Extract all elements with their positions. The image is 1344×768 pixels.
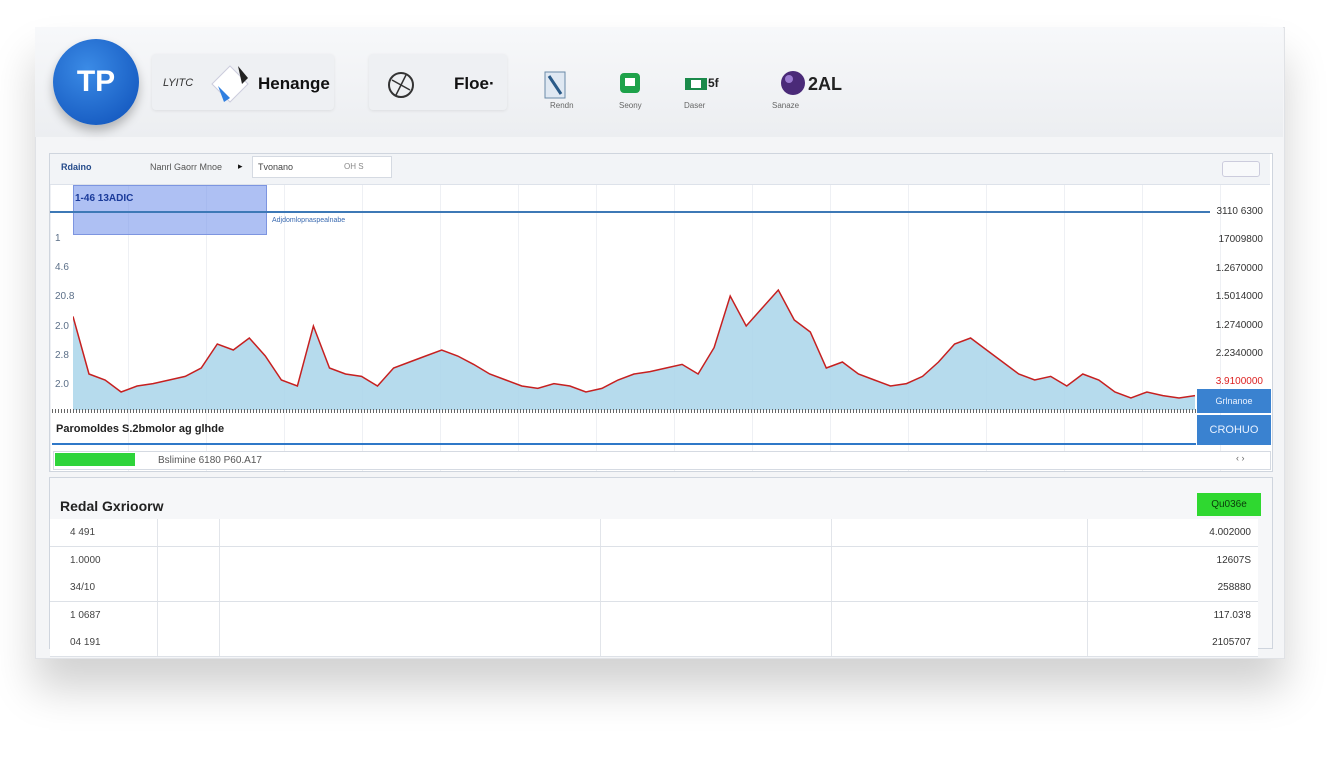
toolbar-button[interactable]: [1222, 161, 1260, 177]
toolbar: [50, 154, 1270, 185]
toolbar-menu[interactable]: Nanrl Gaorr Mnoe: [150, 162, 223, 172]
left-axis-label: 1: [55, 233, 61, 244]
status-text: Bslimine 6180 P60.A17: [158, 455, 262, 466]
table-row: [50, 519, 1258, 547]
left-axis-label: 20.8: [55, 291, 75, 303]
toolbar-name: Rdaino: [61, 162, 92, 172]
cell: 12607S: [1216, 554, 1251, 566]
selection[interactable]: [73, 185, 267, 235]
button[interactable]: Grlnanoe: [1197, 389, 1271, 413]
tool-icon: [685, 78, 707, 90]
field-text: Tvonano: [258, 162, 294, 172]
right-axis-label: 2.2340000: [1215, 348, 1263, 359]
tool-badge: 5f: [708, 76, 719, 90]
cell: 1 0687: [70, 609, 101, 621]
selection-label: 1-46 13ADIC: [75, 193, 134, 204]
tool-label[interactable]: Rendn: [550, 101, 574, 110]
tab[interactable]: [369, 54, 507, 110]
tool-label[interactable]: Daser: [684, 101, 706, 110]
right-axis-label: 3.9100000: [1215, 376, 1263, 388]
left-axis-label: 4.6: [55, 262, 69, 274]
right-axis-label: 1.2740000: [1215, 319, 1263, 331]
left-axis-label: 2.8: [55, 349, 69, 361]
left-axis-label: 2.0: [55, 379, 69, 390]
cell: 04 191: [70, 637, 101, 649]
cell: 4.002000: [1209, 527, 1251, 538]
cell: 117.03'8: [1213, 609, 1251, 621]
toolbar-field[interactable]: [252, 156, 392, 178]
area: [73, 290, 1195, 410]
right-axis-label: 17009800: [1218, 234, 1264, 246]
cell: 1.0000: [70, 554, 101, 566]
left-axis-label: 2.0: [55, 320, 69, 332]
tab-prefix: LYITC: [163, 77, 194, 89]
reference-line: [50, 211, 1210, 213]
tool-label[interactable]: Seony: [619, 101, 642, 110]
tool-icon: [620, 73, 640, 93]
status-bar: [53, 451, 1271, 470]
plot: [73, 288, 1196, 410]
cell: 2105707: [1212, 637, 1251, 649]
tab-label[interactable]: Floe·: [454, 74, 495, 93]
line: [73, 288, 1196, 399]
tool-icon: [544, 71, 566, 99]
cell: 34/10: [70, 582, 96, 594]
tick-strip: [52, 409, 1196, 413]
chart-caption: Paromoldes S.2bmolor ag glhde: [56, 423, 225, 435]
table-title: Redal Gxrioorw: [60, 498, 164, 514]
table-row: [50, 574, 1258, 603]
chart-link[interactable]: Adjdomlopnaspealnabe: [272, 217, 346, 224]
field-hint: OH S: [344, 162, 364, 171]
logo[interactable]: TP: [53, 39, 139, 125]
divider: [52, 443, 1196, 445]
tab-icon: [211, 65, 249, 103]
tool-label[interactable]: Sanaze: [772, 101, 800, 110]
progress: [55, 453, 135, 466]
right-axis-label: 1.2670000: [1215, 262, 1263, 274]
tool-icon: [781, 71, 805, 95]
menu-arrow: ▸: [238, 161, 243, 171]
right-axis-label: 3110 6300: [1216, 206, 1263, 217]
table-row: [50, 629, 1258, 658]
pager[interactable]: ‹ ›: [1236, 453, 1245, 463]
cell: 4 491: [70, 527, 96, 538]
right-axis-label: 1.5014000: [1215, 291, 1263, 303]
table-row: [50, 601, 1258, 630]
tool-badge: 2AL: [808, 74, 843, 94]
table-row: [50, 546, 1258, 575]
cell: 258880: [1217, 582, 1251, 594]
table-button[interactable]: Qu036e: [1197, 493, 1261, 516]
button[interactable]: CROHUO: [1197, 415, 1271, 445]
tab-icon: [388, 72, 414, 98]
tab-label[interactable]: Henange: [258, 74, 330, 93]
